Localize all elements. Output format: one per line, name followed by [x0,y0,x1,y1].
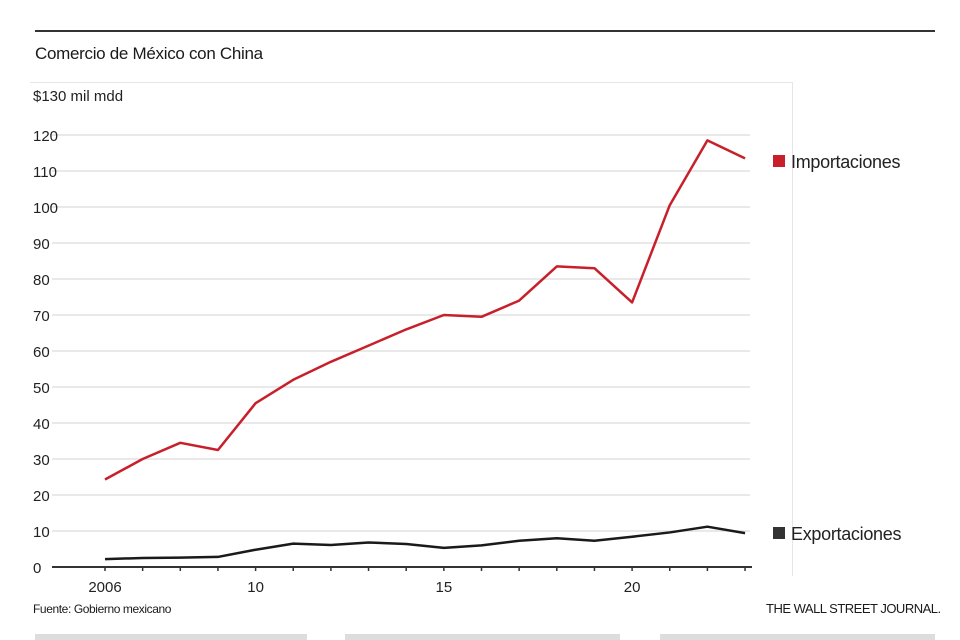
x-tick-label: 20 [624,579,641,596]
y-tick-label: 10 [33,524,50,541]
legend-exportaciones: Exportaciones [773,524,901,545]
y-tick-label: 0 [33,560,41,577]
y-tick-label: 120 [33,128,58,145]
x-tick-label: 10 [247,579,264,596]
x-tick-label: 15 [436,579,453,596]
legend-label: Importaciones [791,152,901,172]
brand-logo: THE WALL STREET JOURNAL. [766,601,941,616]
y-tick-label: 50 [33,380,50,397]
y-tick-label: 30 [33,452,50,469]
y-tick-label: 60 [33,344,50,361]
y-tick-label: 110 [33,164,57,181]
top-rule [35,30,935,32]
legend-label: Exportaciones [791,524,902,544]
x-tick-label: 2006 [88,579,121,596]
legend-importaciones: Importaciones [773,152,900,173]
legend-swatch-icon [773,155,785,167]
legend-swatch-icon [773,527,785,539]
y-tick-label: 100 [33,200,58,217]
y-axis-label: $130 mil mdd [33,88,123,105]
chart-title: Comercio de México con China [35,44,263,63]
y-tick-label: 40 [33,416,50,433]
divider [660,634,935,640]
divider [345,634,620,640]
series-line-importaciones [104,139,746,481]
y-tick-label: 20 [33,488,50,505]
y-tick-label: 70 [33,308,50,325]
y-tick-label: 90 [33,236,50,253]
source-note: Fuente: Gobierno mexicano [33,602,172,616]
y-tick-label: 80 [33,272,50,289]
plot-frame [30,82,793,576]
series-line-exportaciones [104,525,746,561]
divider [35,634,307,640]
